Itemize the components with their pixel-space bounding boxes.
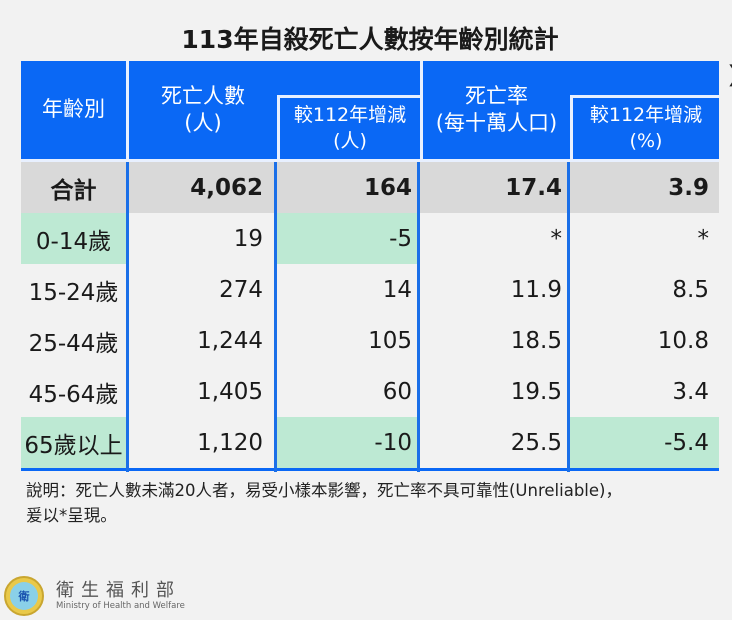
cell-rate-change: 3.9 [668, 174, 709, 201]
header-separator [21, 159, 719, 162]
cell-age: 25-44歲 [28, 330, 119, 357]
logo-name-en: Ministry of Health and Welfare [56, 600, 185, 611]
cell-deaths-change: 60 [382, 378, 412, 405]
ministry-logo: 衛 衛生福利部 Ministry of Health and Welfare [4, 576, 185, 616]
chevron-right-icon[interactable]: ❯ [726, 64, 732, 86]
header-deaths-change: 較112年增減 (人) [277, 95, 420, 159]
column-divider [126, 162, 129, 472]
cell-deaths: 1,120 [197, 429, 263, 456]
cell-deaths-change: -5 [277, 213, 420, 264]
ministry-seal-icon: 衛 [4, 576, 44, 616]
cell-deaths-change: 164 [363, 174, 412, 201]
cell-rate: 11.9 [510, 276, 562, 303]
divider [420, 61, 423, 159]
cell-rate: * [550, 225, 563, 252]
header-deaths-unit: (人) [184, 111, 222, 135]
cell-rate-change: 3.4 [672, 378, 709, 405]
cell-rate: 25.5 [510, 429, 562, 456]
cell-rate: 17.4 [505, 174, 562, 201]
cell-age: 合計 [50, 177, 97, 204]
cell-rate-change: 10.8 [657, 327, 709, 354]
column-divider [567, 162, 570, 472]
header-deaths: 死亡人數 (人) [129, 61, 277, 159]
cell-rate-change: * [697, 225, 710, 252]
page-title: 113年自殺死亡人數按年齡別統計 [181, 25, 559, 54]
table-row-total: 合計 4,062 164 17.4 3.9 [21, 162, 719, 213]
header-deaths-change-unit: (人) [333, 129, 367, 152]
header-rate-label: 死亡率 [465, 83, 528, 108]
cell-rate: 18.5 [510, 327, 562, 354]
divider [126, 61, 129, 159]
header-deaths-label: 死亡人數 [161, 83, 245, 108]
logo-name-zh: 衛生福利部 [56, 579, 181, 601]
cell-deaths: 274 [219, 276, 263, 303]
header-rate-change: 較112年增減 (%) [570, 95, 719, 159]
table-row: 25-44歲 1,244 105 18.5 10.8 [21, 315, 719, 366]
table-bottom-border [21, 468, 719, 471]
cell-deaths: 4,062 [190, 174, 263, 201]
cell-age: 65歲以上 [21, 417, 126, 468]
cell-age: 45-64歲 [28, 381, 119, 408]
header-rate-change-label: 較112年增減 [589, 103, 703, 126]
cell-deaths-change: 14 [382, 276, 412, 303]
footnote-line-1: 說明：死亡人數未滿20人者，易受小樣本影響，死亡率不具可靠性(Unreliabl… [26, 481, 622, 500]
header-rate-unit: (每十萬人口) [435, 111, 558, 135]
cell-deaths-change: -10 [277, 417, 420, 468]
statistics-table: 年齡別 死亡人數 (人) 較112年增減 (人) 死亡率 (每十萬人口) 較11… [21, 61, 719, 472]
table-row: 45-64歲 1,405 60 19.5 3.4 [21, 366, 719, 417]
footnote-line-2: 爰以*呈現。 [26, 506, 117, 525]
header-rate-change-unit: (%) [629, 129, 663, 152]
column-divider [417, 162, 420, 472]
table-row: 15-24歲 274 14 11.9 8.5 [21, 264, 719, 315]
cell-age: 0-14歲 [21, 213, 126, 264]
header-rate: 死亡率 (每十萬人口) [423, 61, 570, 159]
cell-rate: 19.5 [510, 378, 562, 405]
footnote: 說明：死亡人數未滿20人者，易受小樣本影響，死亡率不具可靠性(Unreliabl… [26, 478, 716, 528]
cell-age: 15-24歲 [28, 279, 119, 306]
seal-glyph: 衛 [10, 582, 38, 610]
column-divider [274, 162, 277, 472]
table-header: 年齡別 死亡人數 (人) 較112年增減 (人) 死亡率 (每十萬人口) 較11… [21, 61, 719, 159]
cell-deaths: 19 [233, 225, 263, 252]
cell-deaths-change: 105 [368, 327, 412, 354]
cell-rate-change: 8.5 [672, 276, 709, 303]
cell-deaths: 1,405 [197, 378, 263, 405]
table-row: 65歲以上 1,120 -10 25.5 -5.4 [21, 417, 719, 468]
header-age: 年齡別 [42, 97, 105, 122]
cell-rate-change: -5.4 [570, 417, 719, 468]
cell-deaths: 1,244 [197, 327, 263, 354]
table-row: 0-14歲 19 -5 * * [21, 213, 719, 264]
header-deaths-change-label: 較112年增減 [293, 103, 407, 126]
